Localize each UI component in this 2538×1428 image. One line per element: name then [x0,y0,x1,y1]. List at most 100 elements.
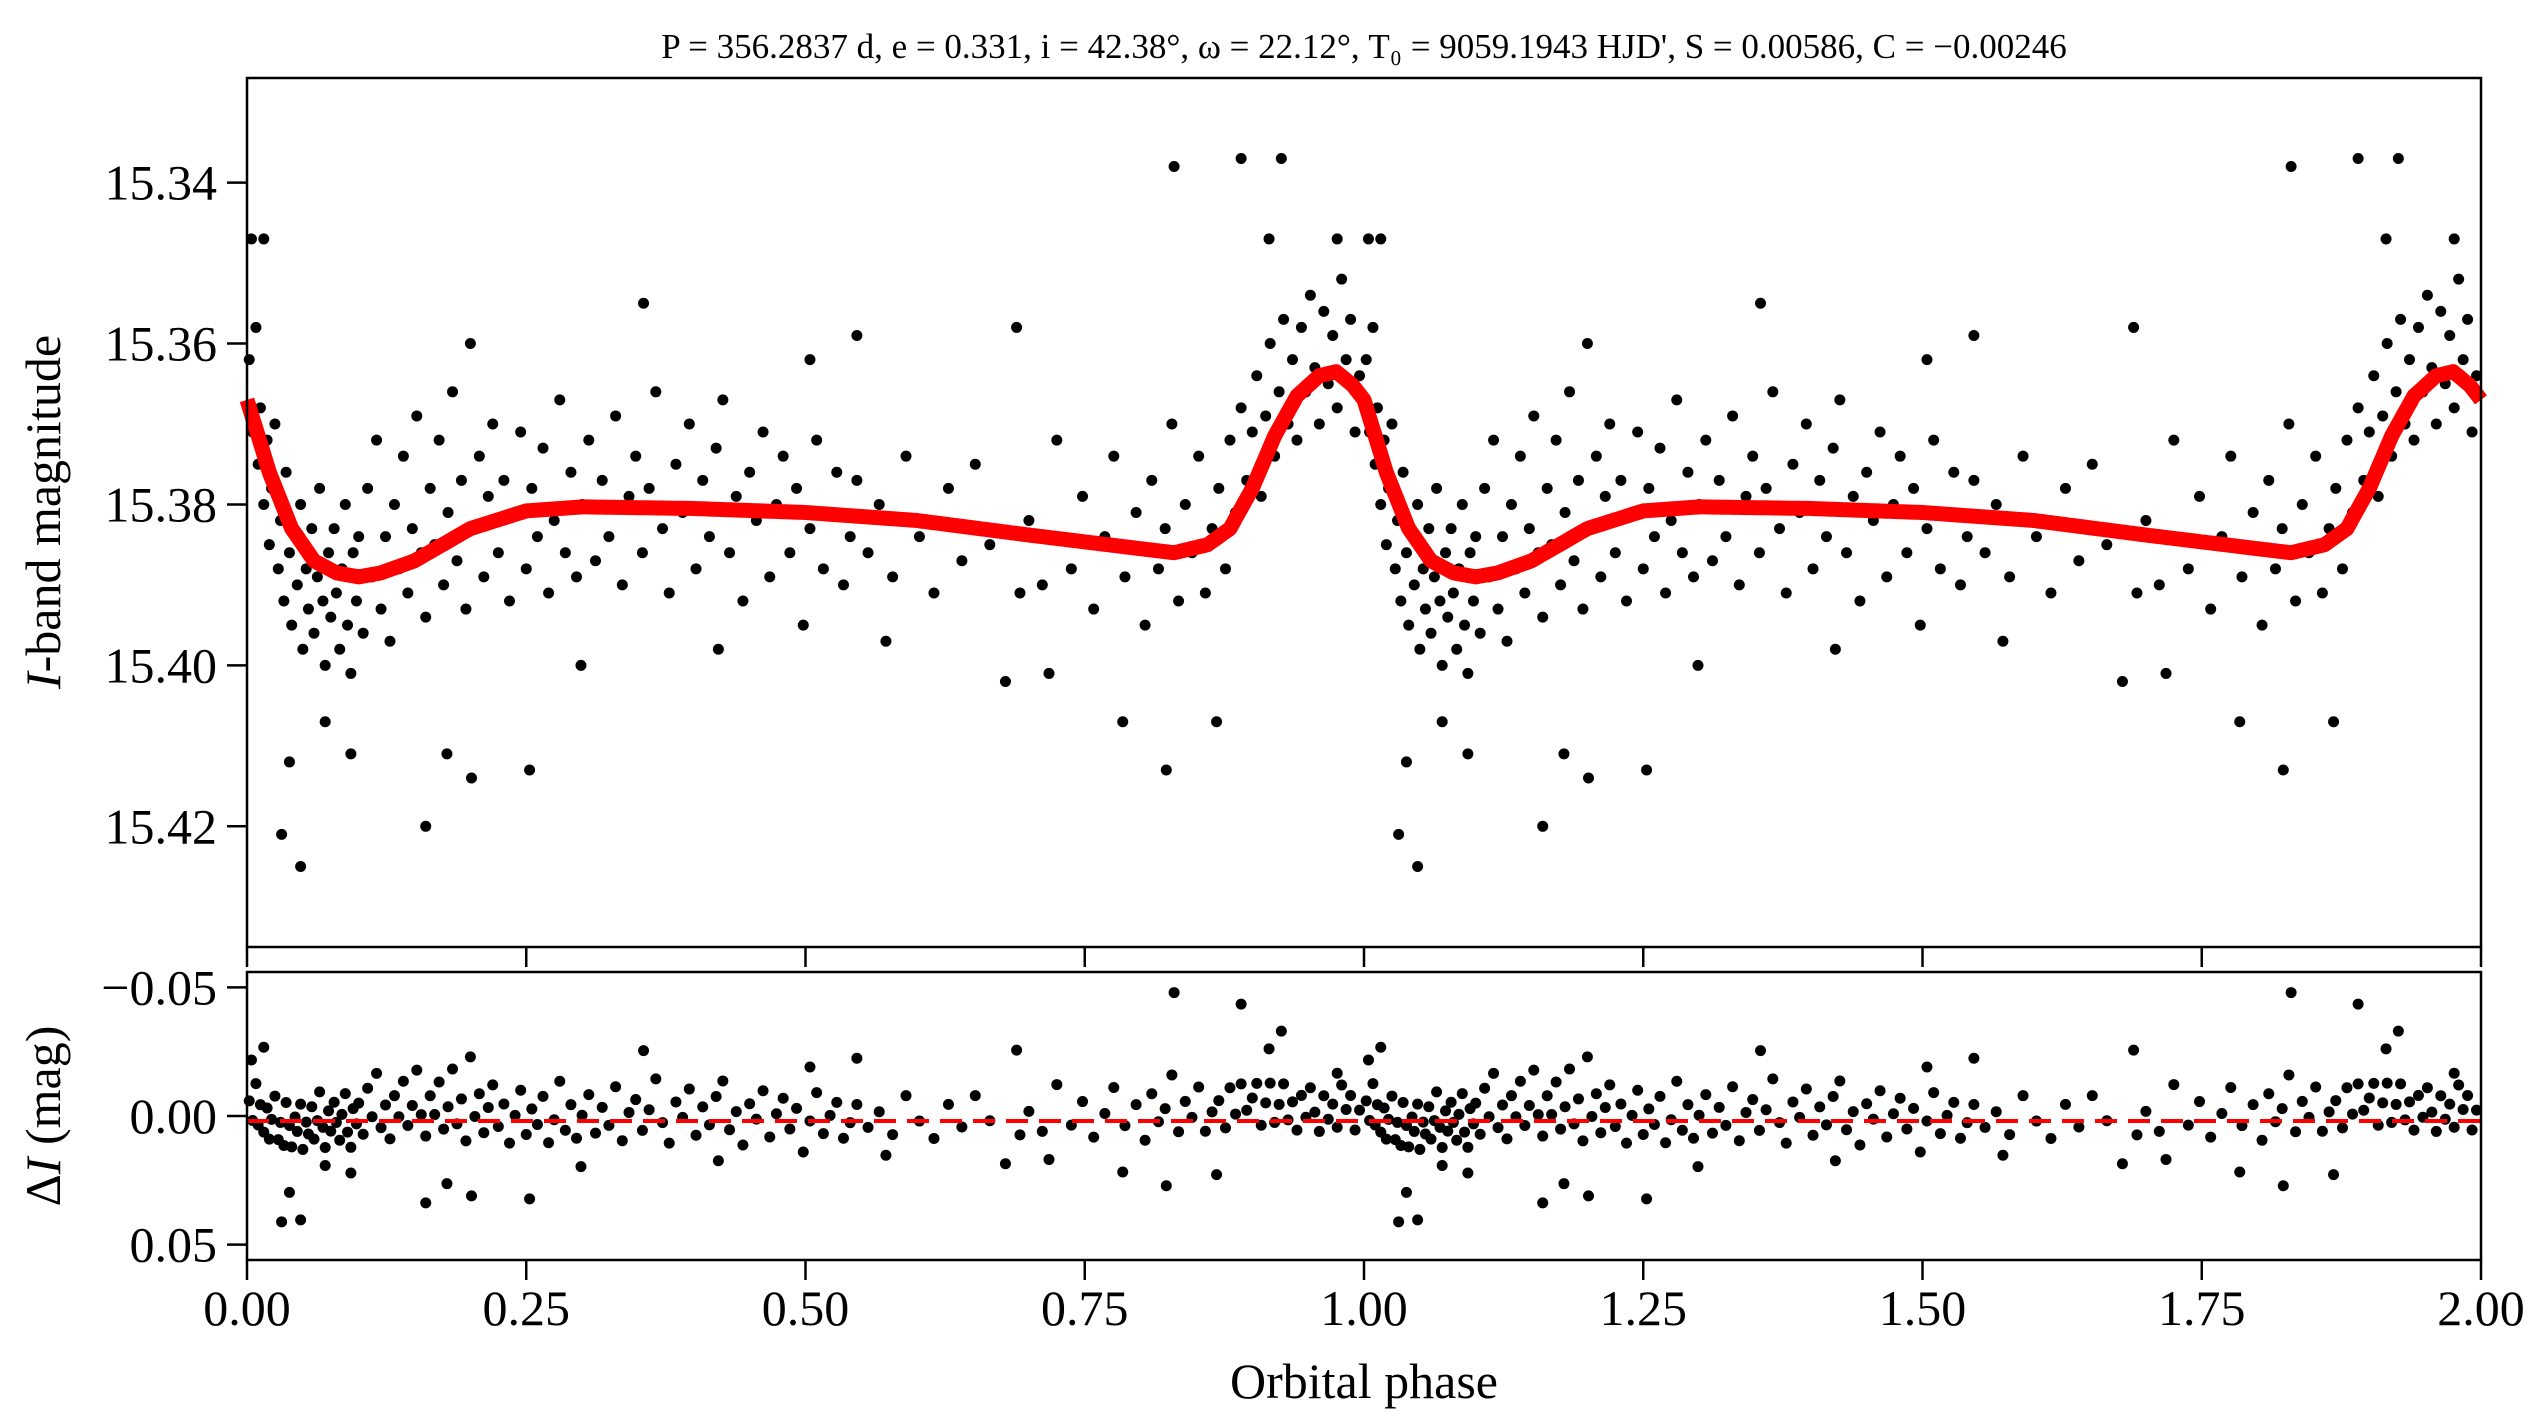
observation-point [1847,490,1859,502]
observation-point [1295,321,1307,333]
observation-point [1130,507,1142,518]
residual-point [1393,1216,1405,1228]
observation-point [1604,418,1616,430]
residual-point [308,1133,320,1145]
residual-point [2381,1077,2393,1089]
observation-point [498,474,510,486]
chart-title: P = 356.2837 d, e = 0.331, i = 42.38°, ω… [661,27,2067,66]
residual-point [1251,1077,1263,1089]
observation-point [464,338,476,350]
observation-point [1412,861,1424,873]
observation-point [1043,667,1055,679]
observation-point [590,555,602,567]
residual-point [2377,1097,2389,1109]
residual-point [1088,1131,1100,1143]
observation-point [1641,764,1653,776]
residual-point [1327,1098,1339,1110]
observation-point [295,498,307,510]
observation-point [263,539,275,551]
residual-point [429,1109,441,1121]
x-tick-label: 0.75 [1041,1280,1129,1336]
residual-point [2328,1169,2340,1181]
residual-point [1378,1102,1390,1114]
observation-point [1375,233,1387,245]
observation-point [1119,571,1131,583]
observation-point [554,394,566,406]
observation-point [1327,329,1339,341]
observation-point [1367,321,1379,333]
residual-point [851,1099,863,1111]
residual-point [1459,1126,1471,1138]
observation-point [388,498,400,510]
observation-point [2352,402,2364,414]
observation-point [1488,434,1500,446]
observation-point [2430,418,2442,430]
residual-point [397,1075,409,1087]
observation-point [1360,354,1372,366]
residual-point [670,1096,682,1108]
residual-point [1537,1130,1549,1142]
residual-point [1688,1132,1700,1144]
observation-point [314,482,326,494]
observation-point [791,482,803,494]
observation-point [1829,643,1841,655]
observation-point [1428,571,1440,583]
observation-point [764,571,776,583]
observation-point [424,482,436,494]
residual-point [2296,1095,2308,1107]
residual-point [2466,1124,2478,1136]
observation-point [2285,161,2297,173]
residual-point [1273,1098,1285,1110]
residual-point [1230,1108,1242,1120]
residual-point [583,1089,595,1101]
observation-point [1340,354,1352,366]
residual-point [1637,1129,1649,1141]
observation-point [1235,152,1247,164]
residual-point [1445,1096,1457,1108]
observation-point [276,828,288,840]
observation-point [2086,458,2098,470]
observation-point [319,716,331,728]
residual-point [2045,1132,2057,1144]
residual-point [2140,1105,2152,1117]
observation-point [2004,571,2016,583]
observation-point [1720,531,1732,543]
observation-point [596,474,608,486]
observation-point [384,635,396,647]
top-y-ticks: 15.34 15.36 15.38 15.40 15.42 [105,155,247,854]
observation-point [492,547,504,559]
observation-point [1497,531,1509,543]
residual-point [1392,1116,1404,1128]
residual-point [1780,1137,1792,1149]
residual-point [2323,1106,2335,1118]
observation-point [1423,523,1435,535]
residual-point [1514,1075,1526,1087]
residual-point [1676,1124,1688,1136]
observation-point [1514,450,1526,462]
observation-point [1934,563,1946,575]
observation-point [1740,490,1752,502]
observation-point [1408,579,1420,591]
observation-point [1065,563,1077,575]
observation-point [323,547,335,559]
observation-point [2377,410,2389,422]
observation-point [1700,434,1712,446]
observation-point [1273,386,1285,398]
observation-point [441,748,453,760]
residual-point [380,1099,392,1111]
observation-point [1464,547,1476,559]
observation-point [1528,410,1540,422]
observation-point [683,418,695,430]
residual-point [286,1141,298,1153]
residual-point [1546,1109,1558,1121]
observation-point [345,748,357,760]
residual-point [1408,1125,1420,1137]
observation-point [1979,547,1991,559]
observation-point [928,587,940,599]
residual-point [1423,1101,1435,1113]
observation-point [402,587,414,599]
observation-point [690,563,702,575]
residual-point [1829,1155,1841,1167]
residual-point [1179,1095,1191,1107]
